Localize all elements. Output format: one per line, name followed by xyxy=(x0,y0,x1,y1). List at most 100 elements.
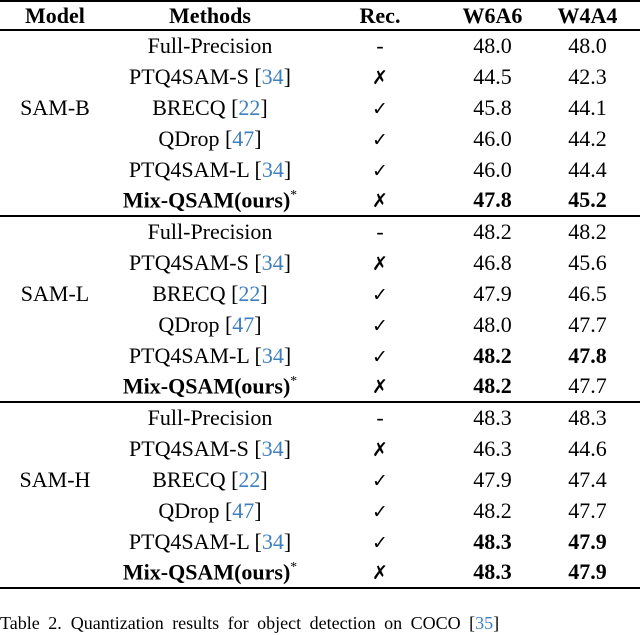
method-name: Full-Precision xyxy=(147,405,273,430)
rec-cell: ✗ xyxy=(310,557,450,588)
table-row: QDrop [47] ✓ 48.2 47.7 xyxy=(0,495,640,526)
method-name: BRECQ xyxy=(152,466,226,492)
citation-bracket-close: ] xyxy=(283,435,291,461)
citation-bracket-close: ] xyxy=(283,156,292,182)
citation-link[interactable]: 34 xyxy=(261,156,284,182)
citation-link[interactable]: 22 xyxy=(238,94,261,120)
citation-link[interactable]: 34 xyxy=(261,528,284,554)
w4a4-cell: 47.8 xyxy=(535,340,640,371)
caption-bracket-close: ] xyxy=(493,613,500,633)
w6a6-cell: 46.0 xyxy=(450,123,535,154)
w6a6-cell: 46.0 xyxy=(450,154,535,185)
w6a6-value: 48.2 xyxy=(473,342,512,368)
citation-bracket-close: ] xyxy=(260,280,268,306)
model-label: SAM-B xyxy=(20,94,90,120)
table-row: Full-Precision - 48.0 48.0 xyxy=(0,30,640,61)
w4a4-cell: 42.3 xyxy=(535,61,640,92)
citation-link[interactable]: 22 xyxy=(238,280,261,306)
w6a6-value: 48.3 xyxy=(473,405,512,430)
table-row: SAM-B BRECQ [22] ✓ 45.8 44.1 xyxy=(0,92,640,123)
w6a6-value: 48.3 xyxy=(473,528,512,554)
w4a4-value: 47.8 xyxy=(568,342,607,368)
results-table: Model Methods Rec. W6A6 W4A4 Full-Precis… xyxy=(0,0,640,589)
w4a4-cell: 45.2 xyxy=(535,185,640,216)
method-cell: QDrop [47] xyxy=(110,495,310,526)
citation-link[interactable]: 47 xyxy=(232,497,255,523)
table-row: QDrop [47] ✓ 48.0 47.7 xyxy=(0,309,640,340)
model-label: SAM-H xyxy=(19,466,91,492)
citation-bracket-open: [ xyxy=(225,280,239,306)
table-row: PTQ4SAM-L [34] ✓ 48.2 47.8 xyxy=(0,340,640,371)
method-cell: PTQ4SAM-S [34] xyxy=(110,61,310,92)
model-cell xyxy=(0,185,110,216)
rec-check-mark: ✓ xyxy=(372,283,388,306)
w4a4-value: 47.9 xyxy=(568,559,607,584)
w6a6-value: 44.5 xyxy=(473,63,512,89)
w4a4-value: 45.6 xyxy=(568,249,607,275)
w4a4-cell: 44.4 xyxy=(535,154,640,185)
method-name: PTQ4SAM-S xyxy=(129,249,249,275)
rec-cell: ✓ xyxy=(310,154,450,185)
table-row: Full-Precision - 48.2 48.2 xyxy=(0,215,640,247)
col-header-w4a4: W4A4 xyxy=(535,1,640,31)
model-cell: SAM-L xyxy=(0,278,110,309)
caption-citation-link[interactable]: 35 xyxy=(475,613,494,633)
rec-cell: - xyxy=(310,401,450,433)
method-name: BRECQ xyxy=(152,280,226,306)
rec-check-mark: ✓ xyxy=(372,314,388,337)
method-cell: PTQ4SAM-S [34] xyxy=(110,247,310,278)
citation-link[interactable]: 47 xyxy=(232,311,255,337)
citation-link[interactable]: 22 xyxy=(238,466,261,492)
citation-link[interactable]: 47 xyxy=(232,125,255,151)
method-name: QDrop xyxy=(158,497,220,523)
citation-bracket-open: [ xyxy=(249,528,262,554)
col-header-w6a6: W6A6 xyxy=(450,1,535,31)
rec-cell: ✓ xyxy=(310,309,450,340)
method-name: QDrop xyxy=(158,311,220,337)
rec-check-mark: ✓ xyxy=(372,345,388,368)
citation-link[interactable]: 34 xyxy=(261,435,284,461)
citation-link[interactable]: 34 xyxy=(261,63,284,89)
w6a6-cell: 48.2 xyxy=(450,215,535,247)
w6a6-value: 46.0 xyxy=(473,156,512,182)
w4a4-value: 47.7 xyxy=(568,311,607,337)
method-cell: Full-Precision xyxy=(110,215,310,247)
w4a4-value: 48.0 xyxy=(568,33,607,58)
method-name: PTQ4SAM-S xyxy=(129,435,249,461)
table-row: PTQ4SAM-L [34] ✓ 48.3 47.9 xyxy=(0,526,640,557)
w4a4-value: 48.2 xyxy=(568,219,607,244)
w6a6-cell: 47.8 xyxy=(450,185,535,216)
w6a6-value: 46.8 xyxy=(473,249,512,275)
rec-cell: ✗ xyxy=(310,185,450,216)
method-cell: BRECQ [22] xyxy=(110,464,310,495)
method-name: Full-Precision xyxy=(147,219,273,244)
rec-cell: ✗ xyxy=(310,433,450,464)
caption-bracket-open: [ xyxy=(460,613,476,633)
citation-bracket-open: [ xyxy=(248,435,262,461)
citation-link[interactable]: 34 xyxy=(261,249,284,275)
w6a6-value: 46.0 xyxy=(473,125,512,151)
model-cell xyxy=(0,154,110,185)
method-cell: Mix-QSAM(ours)* xyxy=(110,557,310,588)
citation-link[interactable]: 34 xyxy=(261,342,284,368)
method-name: PTQ4SAM-L xyxy=(128,156,250,182)
citation-bracket-open: [ xyxy=(219,497,233,523)
method-cell: Full-Precision xyxy=(110,401,310,433)
table-row: PTQ4SAM-L [34] ✓ 46.0 44.4 xyxy=(0,154,640,185)
rec-cell: ✗ xyxy=(310,247,450,278)
w4a4-value: 47.4 xyxy=(568,466,607,492)
w6a6-value: 48.2 xyxy=(473,373,512,398)
model-cell xyxy=(0,495,110,526)
table-row: Mix-QSAM(ours)* ✗ 47.8 45.2 xyxy=(0,185,640,216)
rec-cell: - xyxy=(310,30,450,61)
w4a4-value: 47.7 xyxy=(568,497,607,523)
col-header-model: Model xyxy=(0,1,110,31)
w6a6-value: 48.2 xyxy=(473,219,512,244)
table-row: PTQ4SAM-S [34] ✗ 44.5 42.3 xyxy=(0,61,640,92)
method-cell: QDrop [47] xyxy=(110,123,310,154)
w4a4-cell: 47.4 xyxy=(535,464,640,495)
citation-bracket-close: ] xyxy=(254,497,262,523)
rec-cell: ✓ xyxy=(310,526,450,557)
method-cell: PTQ4SAM-L [34] xyxy=(110,154,310,185)
method-cell: BRECQ [22] xyxy=(110,92,310,123)
